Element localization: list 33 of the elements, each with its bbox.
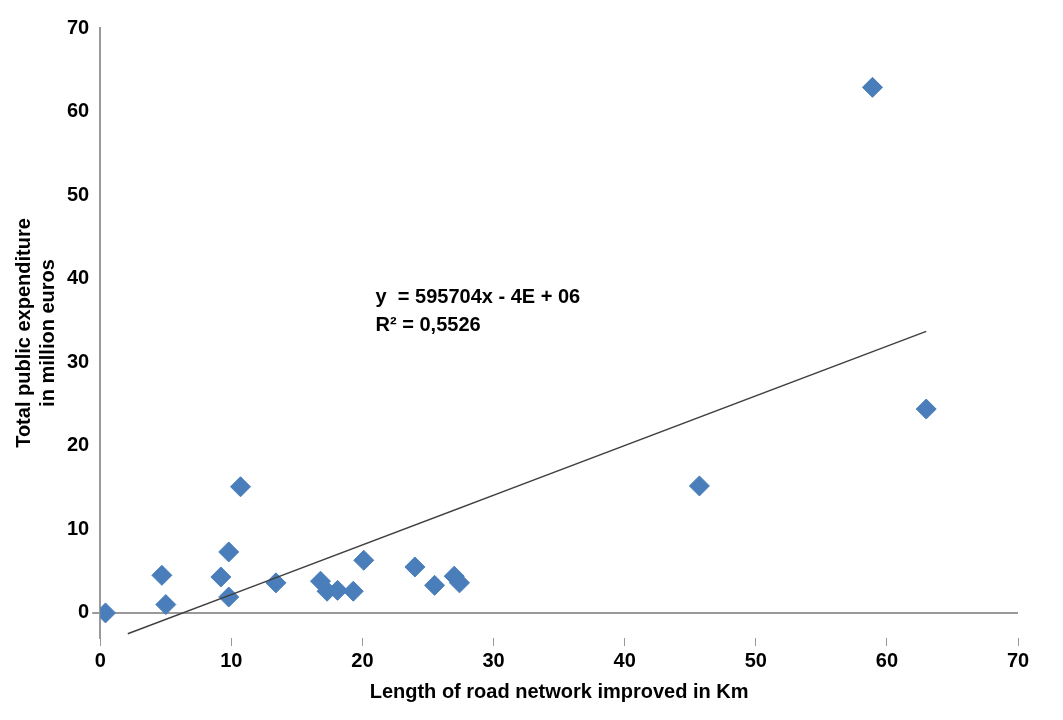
x-axis-title: Length of road network improved in Km xyxy=(369,679,749,702)
point xyxy=(404,556,426,578)
point xyxy=(915,398,937,420)
point xyxy=(353,549,375,571)
y-tick-label: 40 xyxy=(67,266,90,289)
y-tick-label: 0 xyxy=(78,600,90,623)
y-tick-label: 30 xyxy=(67,349,90,372)
point xyxy=(424,574,446,596)
y-tick-label: 10 xyxy=(67,516,90,539)
y-tick-label: 70 xyxy=(67,15,90,38)
point xyxy=(210,566,232,588)
point xyxy=(155,594,177,616)
x-tick-label: 10 xyxy=(220,648,243,671)
x-tick-label: 50 xyxy=(744,648,767,671)
y-axis-title: Total public expenditure in million euros xyxy=(11,218,58,448)
annotation: y = 595704x - 4E + 06 xyxy=(375,284,581,307)
point xyxy=(230,476,252,498)
x-tick-label: 70 xyxy=(1006,648,1030,671)
point xyxy=(688,475,710,497)
point xyxy=(861,76,883,98)
x-tick-label: 60 xyxy=(875,648,899,671)
point xyxy=(151,564,173,586)
y-tick-label: 50 xyxy=(67,182,90,205)
annotation: R² = 0,5526 xyxy=(375,312,481,335)
y-tick-label: 20 xyxy=(67,433,90,456)
x-tick-label: 20 xyxy=(351,648,374,671)
point xyxy=(218,541,240,563)
x-tick-label: 0 xyxy=(94,648,106,671)
point xyxy=(265,572,287,594)
point xyxy=(342,580,364,602)
x-tick-label: 40 xyxy=(613,648,636,671)
y-tick-label: 60 xyxy=(67,99,90,122)
x-tick-label: 30 xyxy=(482,648,505,671)
